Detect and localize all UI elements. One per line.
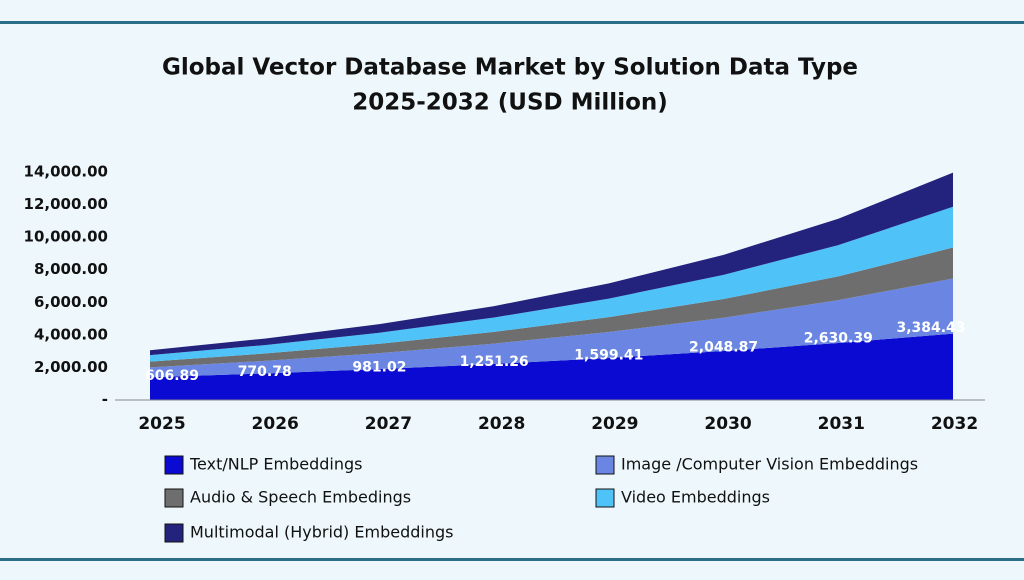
area: [150, 333, 953, 400]
legend-swatch: [164, 523, 184, 543]
y-tick-label: -: [102, 391, 108, 409]
x-tick-label: 2027: [365, 414, 412, 434]
legend-swatch: [164, 455, 184, 475]
legend-label: Video Embeddings: [621, 488, 770, 507]
x-tick-label: 2026: [252, 414, 299, 434]
x-tick-label: 2032: [931, 414, 978, 434]
legend-swatch: [595, 488, 615, 508]
data-label: 3,384.43: [896, 320, 965, 336]
y-tick-label: 12,000.00: [24, 195, 108, 213]
x-tick-label: 2029: [591, 414, 638, 434]
top-border: [0, 21, 1024, 24]
y-tick-label: 10,000.00: [24, 228, 108, 246]
data-label: 2,630.39: [804, 331, 873, 347]
x-tick-label: 2031: [818, 414, 865, 434]
legend-swatch: [164, 488, 184, 508]
legend-label: Text/NLP Embeddings: [189, 455, 362, 474]
x-tick-label: 2030: [704, 414, 751, 434]
data-label: 2,048.87: [689, 340, 758, 356]
legend-label: Audio & Speech Embedings: [190, 488, 411, 507]
area: [150, 278, 953, 378]
legend-label: Image /Computer Vision Embeddings: [621, 455, 918, 474]
y-tick-label: 4,000.00: [34, 325, 108, 343]
y-tick-label: 14,000.00: [24, 163, 108, 181]
data-label: 981.02: [352, 359, 406, 375]
y-tick-label: 2,000.00: [34, 358, 108, 376]
y-tick-label: 8,000.00: [34, 260, 108, 278]
data-label: 1,251.26: [460, 354, 529, 370]
y-tick-label: 6,000.00: [34, 293, 108, 311]
chart-title: Global Vector Database Market by Solutio…: [162, 55, 858, 81]
area: [150, 206, 953, 362]
legend-swatch: [595, 455, 615, 475]
bottom-border: [0, 558, 1024, 561]
chart-subtitle: 2025-2032 (USD Million): [352, 90, 668, 116]
data-label: 770.78: [238, 364, 292, 380]
x-tick-label: 2025: [138, 414, 185, 434]
legend-label: Multimodal (Hybrid) Embeddings: [190, 523, 453, 542]
data-label: 606.89: [145, 368, 199, 384]
x-tick-label: 2028: [478, 414, 525, 434]
data-label: 1,599.41: [574, 347, 643, 363]
